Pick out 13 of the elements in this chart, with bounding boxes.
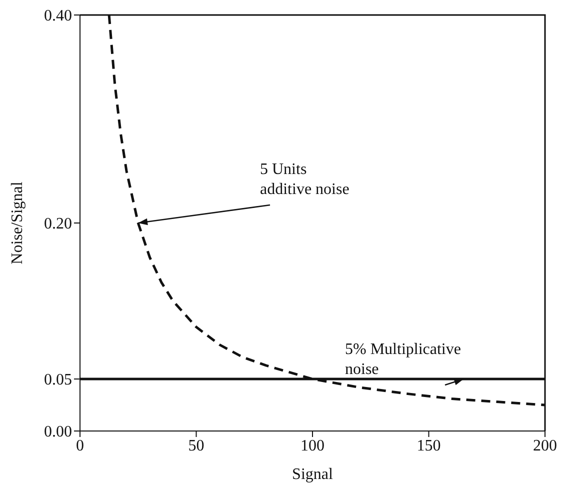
x-tick-label: 200 — [533, 437, 557, 454]
y-axis-title: Noise/Signal — [9, 181, 26, 264]
x-tick-label: 150 — [416, 437, 441, 454]
x-tick-label: 100 — [300, 437, 324, 454]
x-axis-title: Signal — [292, 466, 334, 483]
y-tick-label: 0.00 — [44, 424, 72, 441]
annotation: 5 Units additive noise — [260, 160, 350, 200]
y-tick-label: 0.20 — [44, 216, 72, 233]
x-tick-label: 0 — [76, 437, 84, 454]
x-tick-label: 50 — [188, 437, 204, 454]
y-tick-label: 0.40 — [44, 8, 72, 25]
y-tick-label: 0.05 — [44, 372, 72, 389]
annotation: 5% Multiplicative noise — [345, 340, 462, 380]
